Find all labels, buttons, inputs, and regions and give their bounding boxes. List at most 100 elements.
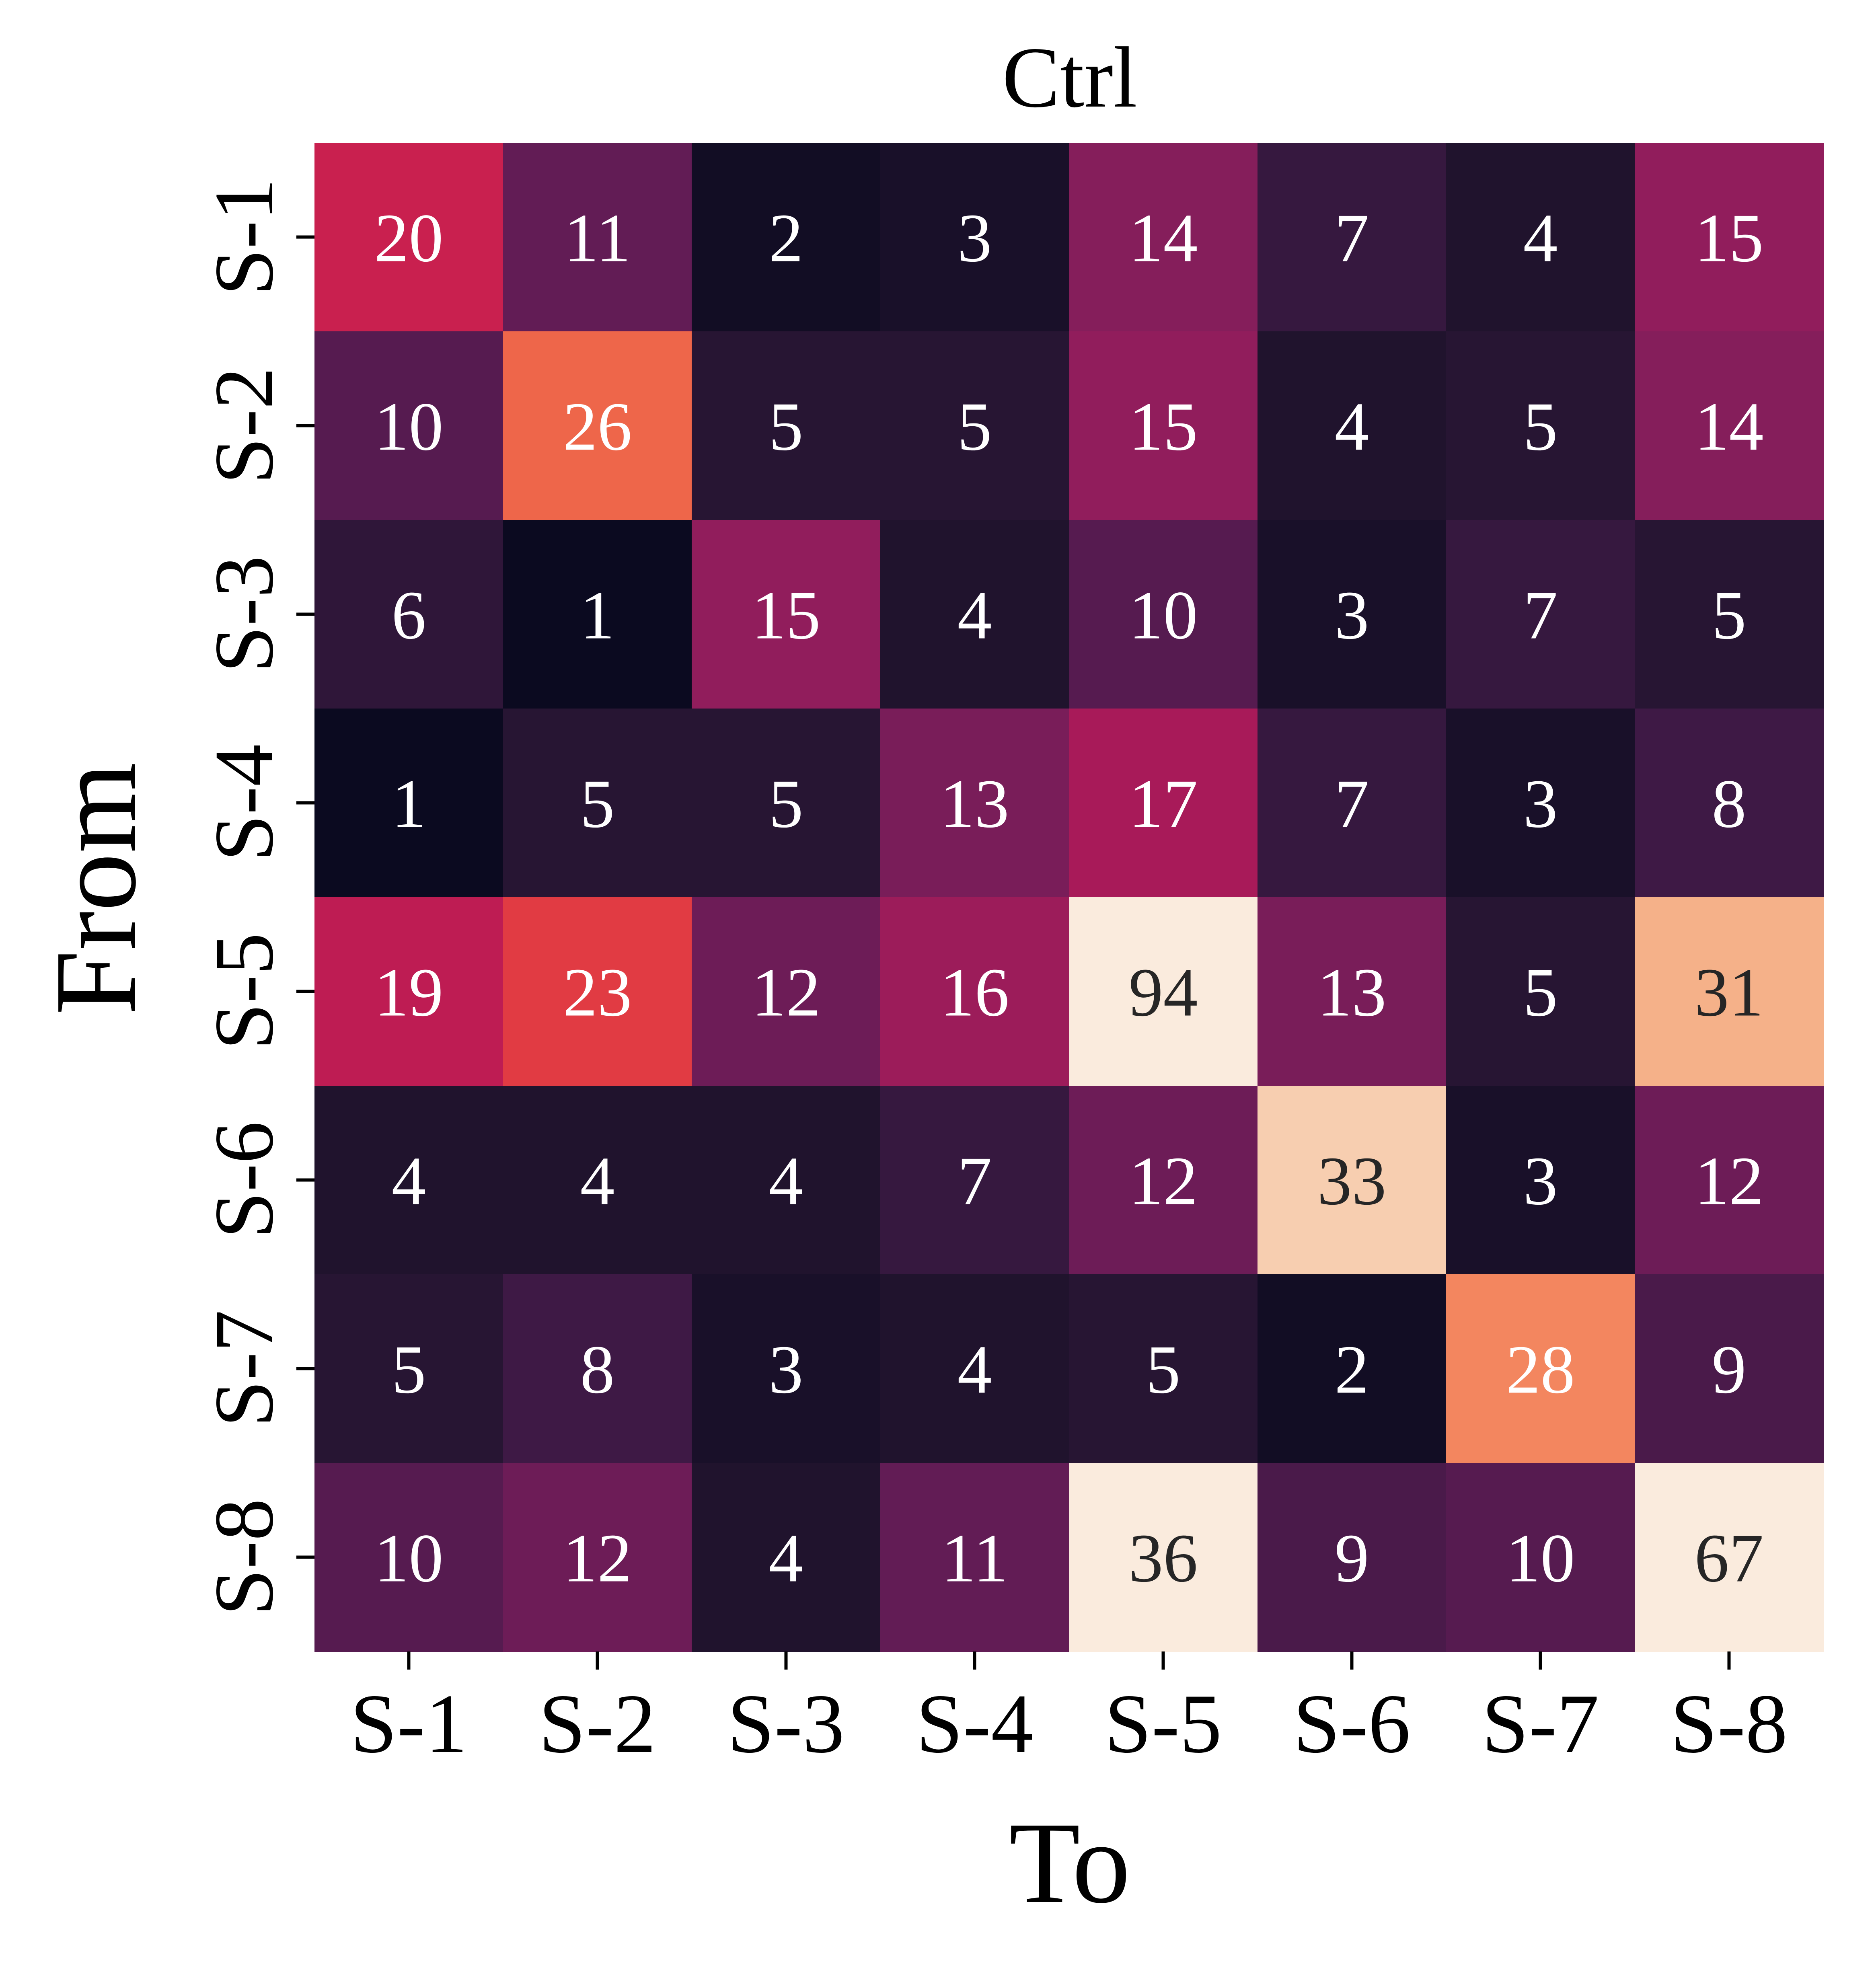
cell-value-label: 12 <box>1129 1143 1198 1220</box>
heatmap-cell <box>314 897 503 1086</box>
cell-value-label: 15 <box>752 577 821 654</box>
cell-value-label: 5 <box>769 766 803 842</box>
cell-value-label: 5 <box>580 766 615 842</box>
cell-value-label: 4 <box>769 1520 803 1597</box>
cell-value-label: 16 <box>940 955 1009 1031</box>
cell-value-label: 4 <box>1523 200 1558 277</box>
cell-value-label: 5 <box>1712 577 1747 654</box>
cell-value-label: 12 <box>563 1520 632 1597</box>
heatmap-cell <box>1258 331 1447 520</box>
heatmap-cell <box>1446 1086 1635 1275</box>
y-tick-label: S-2 <box>197 367 291 485</box>
heatmap-cell <box>1635 1274 1824 1463</box>
x-tick-label: S-5 <box>1105 1677 1222 1770</box>
x-tick-label: S-7 <box>1482 1677 1599 1770</box>
chart-title: Ctrl <box>1002 29 1137 125</box>
heatmap-cell <box>503 331 692 520</box>
cell-value-label: 3 <box>1523 766 1558 842</box>
y-axis-label: From <box>31 762 160 1015</box>
cell-value-label: 5 <box>769 389 803 465</box>
heatmap-cell <box>1446 1274 1635 1463</box>
heatmap-cell <box>692 143 881 332</box>
heatmap-cell <box>1258 520 1447 709</box>
heatmap-cell <box>1446 520 1635 709</box>
cell-value-label: 10 <box>1129 577 1198 654</box>
cell-value-label: 94 <box>1129 955 1198 1031</box>
heatmap-cell <box>314 1463 503 1652</box>
cell-value-label: 15 <box>1695 200 1764 277</box>
cell-value-label: 33 <box>1317 1143 1387 1220</box>
x-tick-label: S-2 <box>539 1677 656 1770</box>
heatmap-cell <box>692 331 881 520</box>
cell-value-label: 4 <box>580 1143 615 1220</box>
cell-value-label: 5 <box>1523 955 1558 1031</box>
heatmap-cell <box>1258 1463 1447 1652</box>
heatmap-cell <box>880 709 1069 898</box>
cell-value-label: 9 <box>1712 1332 1747 1408</box>
x-tick-label: S-3 <box>727 1677 845 1770</box>
heatmap-cell <box>314 1086 503 1275</box>
heatmap-cell <box>1258 897 1447 1086</box>
heatmap-cell <box>880 520 1069 709</box>
cell-value-label: 8 <box>1712 766 1747 842</box>
cell-value-label: 3 <box>769 1332 803 1408</box>
cell-value-label: 1 <box>580 577 615 654</box>
heatmap-cell <box>880 331 1069 520</box>
heatmap-cell <box>1069 709 1258 898</box>
cell-value-label: 19 <box>374 955 444 1031</box>
heatmap-cell <box>880 1274 1069 1463</box>
y-axis-ticks: S-1 S-2 S-3 S-4 S-5 S-6 S-7 S-8 <box>197 179 314 1616</box>
cell-value-label: 15 <box>1129 389 1198 465</box>
heatmap-cell <box>314 709 503 898</box>
cell-value-label: 3 <box>1523 1143 1558 1220</box>
heatmap-cell <box>692 897 881 1086</box>
heatmap-cell <box>314 143 503 332</box>
heatmap-cell <box>314 1274 503 1463</box>
heatmap-cell <box>1069 1086 1258 1275</box>
heatmap-cell <box>503 1086 692 1275</box>
cell-value-label: 4 <box>958 577 992 654</box>
heatmap-cell <box>1635 143 1824 332</box>
x-tick-label: S-4 <box>916 1677 1034 1770</box>
cell-value-label: 11 <box>564 200 631 277</box>
cell-value-label: 4 <box>1335 389 1369 465</box>
heatmap-cell <box>880 897 1069 1086</box>
x-tick-label: S-1 <box>350 1677 468 1770</box>
heatmap-cell <box>503 709 692 898</box>
cell-value-label: 2 <box>1335 1332 1369 1408</box>
heatmap-cell <box>1635 709 1824 898</box>
cell-value-label: 5 <box>392 1332 426 1408</box>
heatmap-cell <box>1069 897 1258 1086</box>
cell-value-label: 12 <box>752 955 821 1031</box>
cell-value-label: 4 <box>958 1332 992 1408</box>
cell-value-label: 13 <box>940 766 1009 842</box>
heatmap-cell <box>1258 1086 1447 1275</box>
y-tick-label: S-6 <box>197 1121 291 1239</box>
heatmap-cell <box>1446 897 1635 1086</box>
heatmap-cell <box>692 1463 881 1652</box>
heatmap-cell <box>1069 331 1258 520</box>
heatmap-cell <box>692 520 881 709</box>
cell-value-label: 10 <box>374 389 444 465</box>
cell-value-label: 5 <box>958 389 992 465</box>
cell-value-label: 3 <box>958 200 992 277</box>
heatmap-cell <box>1635 897 1824 1086</box>
cell-value-label: 13 <box>1317 955 1387 1031</box>
cell-value-label: 4 <box>392 1143 426 1220</box>
heatmap-cell <box>314 520 503 709</box>
y-tick-label: S-3 <box>197 556 291 673</box>
cell-value-label: 28 <box>1506 1332 1575 1408</box>
x-axis-ticks: S-1 S-2 S-3 S-4 S-5 S-6 S-7 S-8 <box>350 1651 1788 1770</box>
cell-value-label: 11 <box>941 1520 1008 1597</box>
y-tick-label: S-4 <box>197 744 291 862</box>
heatmap-cell <box>1446 143 1635 332</box>
heatmap-cell <box>1069 1463 1258 1652</box>
heatmap-cell <box>503 1463 692 1652</box>
cell-value-label: 5 <box>1523 389 1558 465</box>
heatmap-cell <box>692 1274 881 1463</box>
heatmap-cells <box>314 143 1824 1652</box>
y-tick-label: S-7 <box>197 1310 291 1427</box>
cell-value-label: 20 <box>374 200 444 277</box>
